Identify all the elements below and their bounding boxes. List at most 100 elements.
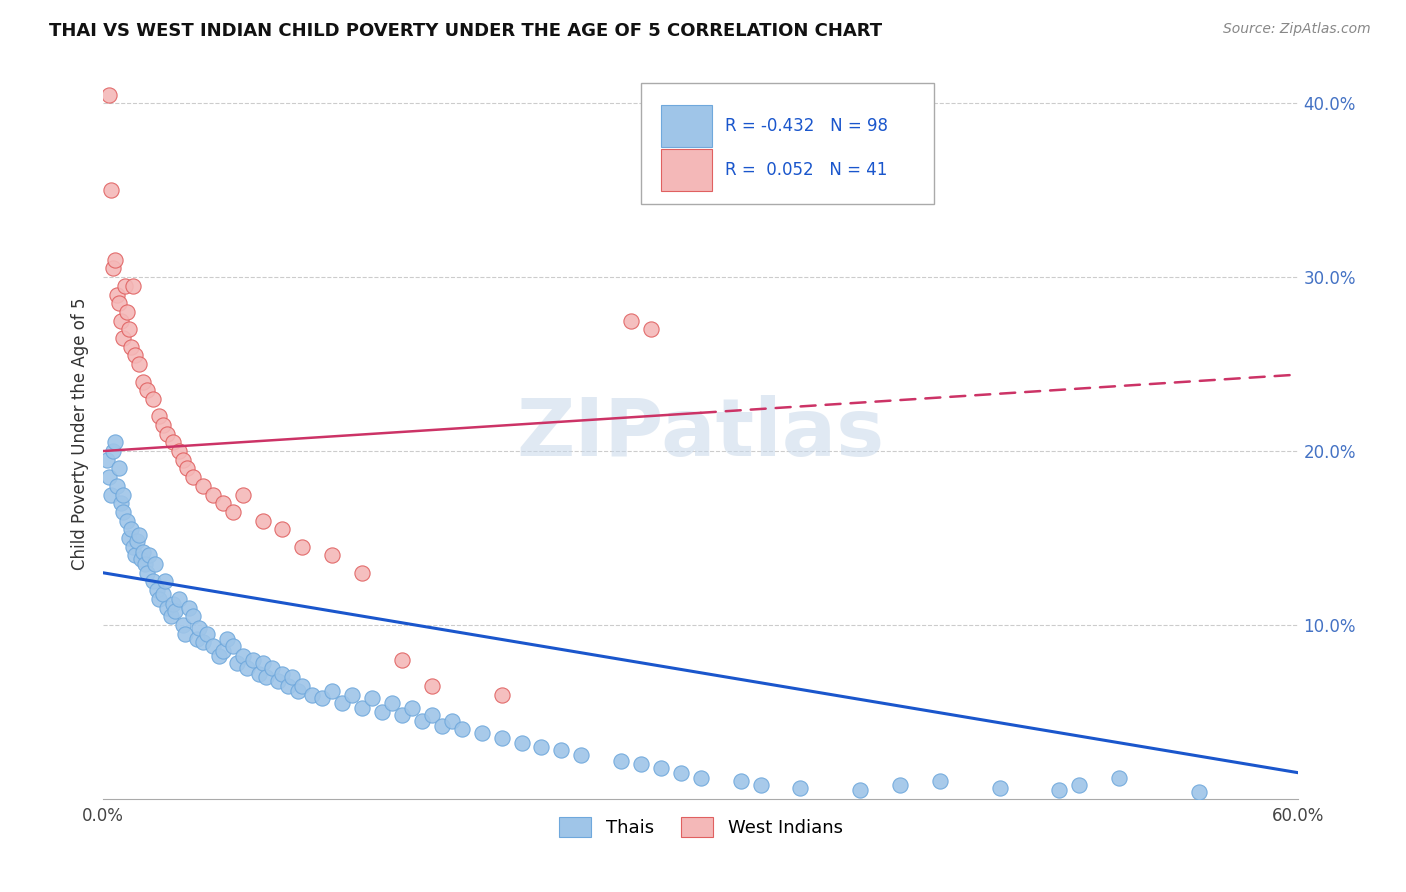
Point <box>156 426 179 441</box>
Point <box>311 690 333 705</box>
Point <box>267 673 290 688</box>
Point <box>689 771 711 785</box>
Point <box>287 684 309 698</box>
Point <box>340 688 363 702</box>
Point <box>491 731 513 745</box>
Point <box>440 714 463 728</box>
Point <box>187 622 209 636</box>
Point <box>361 690 384 705</box>
Point <box>420 679 443 693</box>
Point <box>430 719 453 733</box>
Point <box>630 757 652 772</box>
Point <box>105 479 128 493</box>
Point <box>104 252 127 267</box>
Point <box>101 261 124 276</box>
Point <box>142 574 165 589</box>
Point <box>789 781 811 796</box>
Point <box>669 765 692 780</box>
Point <box>118 322 141 336</box>
Point <box>221 639 243 653</box>
Point <box>160 609 183 624</box>
Point <box>281 670 304 684</box>
Point <box>201 639 224 653</box>
Point <box>749 778 772 792</box>
Point <box>132 545 155 559</box>
Point <box>195 626 218 640</box>
Point <box>122 278 145 293</box>
Point <box>181 470 204 484</box>
Point <box>291 679 314 693</box>
Point <box>100 487 122 501</box>
Point <box>208 649 231 664</box>
FancyBboxPatch shape <box>661 149 711 191</box>
Point <box>152 417 174 432</box>
Point <box>262 661 284 675</box>
Point <box>550 743 572 757</box>
Point <box>110 496 132 510</box>
Point <box>491 688 513 702</box>
Point <box>352 701 374 715</box>
Point <box>1069 778 1091 792</box>
Point <box>120 522 142 536</box>
Point <box>167 591 190 606</box>
Point <box>108 461 131 475</box>
Point <box>156 600 179 615</box>
Point <box>118 531 141 545</box>
FancyBboxPatch shape <box>641 83 934 203</box>
Point <box>450 723 472 737</box>
Text: R = -0.432   N = 98: R = -0.432 N = 98 <box>724 117 887 136</box>
Point <box>211 496 233 510</box>
Point <box>277 679 299 693</box>
Point <box>247 666 270 681</box>
Point <box>177 600 200 615</box>
Point <box>134 557 156 571</box>
Point <box>352 566 374 580</box>
Point <box>98 470 121 484</box>
Point <box>98 87 121 102</box>
Point <box>172 618 194 632</box>
Point <box>146 583 169 598</box>
FancyBboxPatch shape <box>661 105 711 147</box>
Point <box>163 604 186 618</box>
Point <box>148 591 170 606</box>
Point <box>411 714 433 728</box>
Point <box>271 522 294 536</box>
Point <box>510 736 533 750</box>
Point <box>221 505 243 519</box>
Point <box>112 505 135 519</box>
Point <box>152 587 174 601</box>
Point <box>115 514 138 528</box>
Point <box>162 435 184 450</box>
Point <box>138 549 160 563</box>
Point <box>132 375 155 389</box>
Point <box>730 774 752 789</box>
Point <box>129 552 152 566</box>
Point <box>291 540 314 554</box>
Point <box>889 778 911 792</box>
Point <box>849 783 872 797</box>
Point <box>136 383 159 397</box>
Point <box>235 661 257 675</box>
Point <box>122 540 145 554</box>
Text: THAI VS WEST INDIAN CHILD POVERTY UNDER THE AGE OF 5 CORRELATION CHART: THAI VS WEST INDIAN CHILD POVERTY UNDER … <box>49 22 883 40</box>
Point <box>420 708 443 723</box>
Point <box>181 609 204 624</box>
Point <box>256 670 278 684</box>
Point <box>101 444 124 458</box>
Point <box>569 748 592 763</box>
Point <box>232 649 254 664</box>
Point <box>371 705 394 719</box>
Point <box>391 653 413 667</box>
Point <box>640 322 662 336</box>
Point <box>176 461 198 475</box>
Text: Source: ZipAtlas.com: Source: ZipAtlas.com <box>1223 22 1371 37</box>
Point <box>124 348 146 362</box>
Point <box>96 452 118 467</box>
Point <box>173 626 195 640</box>
Point <box>391 708 413 723</box>
Text: ZIPatlas: ZIPatlas <box>516 394 884 473</box>
Point <box>1108 771 1130 785</box>
Point <box>928 774 950 789</box>
Text: R =  0.052   N = 41: R = 0.052 N = 41 <box>724 161 887 179</box>
Point <box>108 296 131 310</box>
